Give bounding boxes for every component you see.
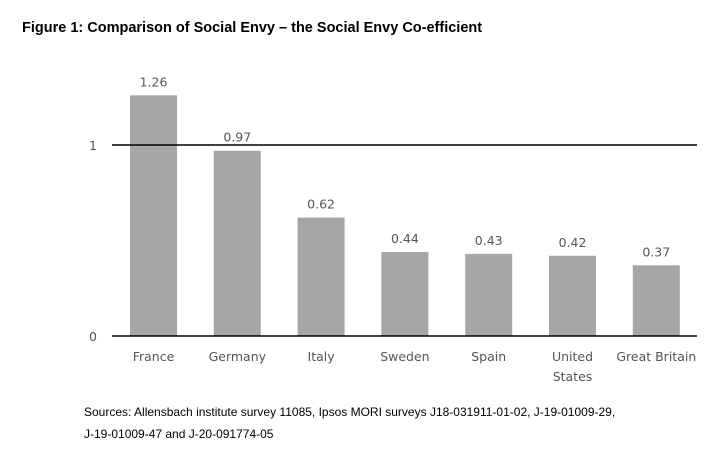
data-label: 0.43 [475,233,503,248]
data-label: 0.37 [642,244,670,259]
bar-france [130,95,177,336]
data-label: 1.26 [140,74,168,89]
data-label: 0.97 [223,130,251,145]
x-tick-label: States [553,369,593,384]
x-tick-label: Great Britain [616,349,696,364]
chart-title: Figure 1: Comparison of Social Envy – th… [22,20,483,36]
data-label: 0.44 [391,231,419,246]
data-label: 0.62 [307,197,335,212]
data-label: 0.42 [559,235,587,250]
bar-germany [213,150,261,336]
x-tick-label: Italy [308,349,336,364]
bar-chart: 1.26 France 0.97 Germany 0.62 Italy 0.44 Sweden… [89,74,697,384]
bar-great-britain [632,265,680,336]
sources-line-1: Sources: Allensbach institute survey 110… [84,405,616,419]
sources-line-2: J-19-01009-47 and J-20-091774-05 [84,427,274,441]
bar-united-states [549,255,596,336]
x-tick-label: Sweden [380,349,429,364]
bar-sweden [381,251,429,336]
bar-spain [465,253,513,336]
bar-italy [297,217,345,336]
x-tick-label: Spain [471,349,506,364]
y-tick-label: 0 [89,329,97,344]
y-tick-label: 1 [89,138,97,153]
x-tick-label: Germany [209,349,267,364]
x-tick-label: United [552,349,593,364]
x-tick-label: France [133,349,175,364]
